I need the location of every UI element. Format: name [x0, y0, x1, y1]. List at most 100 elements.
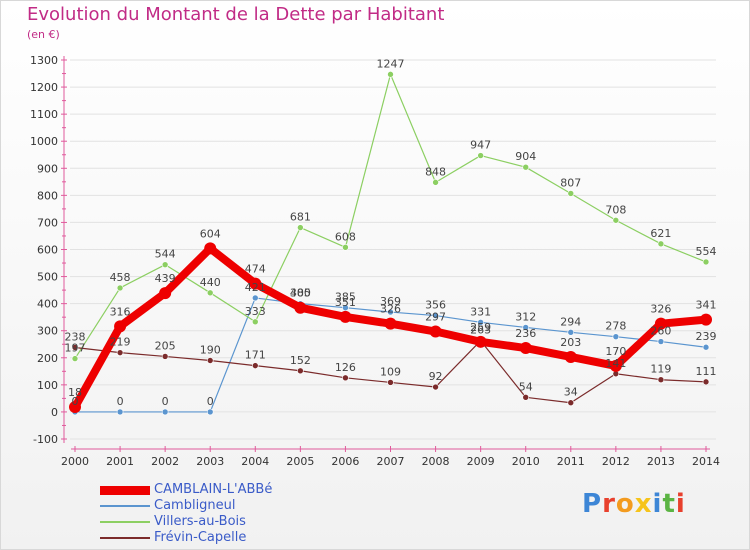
data-point-camblain-l-abb — [204, 242, 217, 255]
data-label-cambligneul: 385 — [335, 291, 356, 304]
data-point-villers-au-bois — [657, 240, 665, 248]
data-label-fr-vin-capelle: 109 — [380, 365, 401, 378]
x-tick-label: 2003 — [196, 455, 224, 468]
data-label-fr-vin-capelle: 171 — [245, 349, 266, 362]
data-label-cambligneul: 312 — [515, 310, 536, 323]
data-point-camblain-l-abb — [114, 320, 127, 333]
data-point-fr-vin-capelle — [432, 383, 439, 391]
data-label-camblain-l-abb: 259 — [470, 321, 491, 334]
data-label-fr-vin-capelle: 54 — [519, 380, 533, 393]
data-point-camblain-l-abb — [519, 342, 532, 355]
y-tick-label: 700 — [37, 216, 58, 229]
legend-swatch — [100, 505, 150, 507]
data-label-fr-vin-capelle: 219 — [110, 336, 131, 349]
brand-logo: Proxiti — [582, 489, 686, 519]
y-tick-label: 900 — [37, 162, 58, 175]
data-label-camblain-l-abb: 326 — [380, 303, 401, 316]
data-label-villers-au-bois: 554 — [696, 245, 717, 258]
data-label-fr-vin-capelle: 34 — [564, 386, 578, 399]
x-tick-label: 2014 — [692, 455, 720, 468]
data-point-camblain-l-abb — [384, 317, 397, 330]
data-point-fr-vin-capelle — [161, 353, 169, 360]
data-point-camblain-l-abb — [700, 313, 712, 326]
data-label-villers-au-bois: 458 — [110, 271, 131, 284]
x-tick-label: 2010 — [512, 455, 540, 468]
data-label-camblain-l-abb: 439 — [155, 272, 176, 285]
data-label-fr-vin-capelle: 119 — [650, 363, 671, 376]
data-point-cambligneul — [387, 308, 394, 316]
data-label-cambligneul: 0 — [117, 395, 124, 408]
data-point-cambligneul — [702, 343, 710, 351]
data-point-villers-au-bois — [161, 261, 169, 268]
data-label-fr-vin-capelle: 263 — [470, 324, 491, 337]
legend-item-camblain-l-abb: CAMBLAIN-L'ABBé — [100, 482, 360, 498]
data-label-villers-au-bois: 848 — [425, 165, 446, 178]
data-point-cambligneul — [567, 329, 575, 336]
data-point-villers-au-bois — [567, 190, 575, 197]
data-point-villers-au-bois — [251, 318, 259, 326]
x-tick-label: 2005 — [286, 455, 314, 468]
data-point-fr-vin-capelle — [522, 394, 530, 401]
data-point-camblain-l-abb — [69, 401, 81, 414]
y-tick-label: 1300 — [30, 54, 58, 67]
x-tick-label: 2012 — [602, 455, 630, 468]
data-point-fr-vin-capelle — [251, 362, 259, 369]
data-label-villers-au-bois: 440 — [200, 276, 221, 289]
series-group — [69, 71, 712, 416]
data-point-villers-au-bois — [522, 163, 530, 171]
legend-item-fr-vin-capelle: Frévin-Capelle — [100, 530, 360, 546]
x-tick-label: 2001 — [106, 455, 134, 468]
data-label-fr-vin-capelle: 205 — [155, 339, 176, 352]
data-point-villers-au-bois — [116, 284, 124, 292]
data-point-camblain-l-abb — [339, 310, 352, 323]
data-point-fr-vin-capelle — [297, 367, 304, 375]
data-label-villers-au-bois: 807 — [560, 176, 581, 189]
x-tick-label: 2009 — [467, 455, 495, 468]
y-tick-label: 1200 — [30, 81, 58, 94]
legend-label: CAMBLAIN-L'ABBé — [154, 482, 273, 497]
data-point-cambligneul — [116, 408, 124, 416]
data-point-villers-au-bois — [612, 216, 620, 224]
data-label-cambligneul: 356 — [425, 299, 446, 312]
data-label-cambligneul: 0 — [72, 395, 79, 408]
data-point-camblain-l-abb — [609, 359, 622, 372]
data-point-fr-vin-capelle — [71, 344, 79, 351]
data-point-camblain-l-abb — [474, 335, 487, 348]
data-label-fr-vin-capelle: 92 — [429, 370, 443, 383]
y-tick-label: 0 — [51, 406, 58, 419]
data-label-cambligneul: 400 — [290, 287, 311, 300]
data-label-camblain-l-abb: 474 — [245, 263, 266, 276]
line-chart: -100010020030040050060070080090010001100… — [30, 54, 720, 468]
data-label-villers-au-bois: 1247 — [377, 57, 405, 70]
data-point-villers-au-bois — [297, 224, 304, 231]
data-point-cambligneul — [342, 304, 349, 312]
data-point-fr-vin-capelle — [567, 399, 575, 407]
data-point-villers-au-bois — [387, 71, 394, 78]
data-label-villers-au-bois: 608 — [335, 230, 356, 243]
data-point-camblain-l-abb — [429, 325, 442, 338]
y-tick-label: -100 — [33, 433, 58, 446]
x-tick-label: 2004 — [241, 455, 269, 468]
data-label-camblain-l-abb: 385 — [290, 287, 311, 300]
y-tick-label: 800 — [37, 189, 58, 202]
data-point-villers-au-bois — [342, 244, 349, 251]
y-tick-label: 300 — [37, 325, 58, 338]
data-label-cambligneul: 421 — [245, 281, 266, 294]
data-label-fr-vin-capelle: 190 — [200, 343, 221, 356]
data-label-villers-au-bois: 708 — [605, 203, 626, 216]
data-label-camblain-l-abb: 326 — [650, 303, 671, 316]
axes: -100010020030040050060070080090010001100… — [30, 54, 720, 468]
data-label-cambligneul: 239 — [696, 330, 717, 343]
legend-swatch — [100, 537, 150, 539]
data-point-cambligneul — [522, 324, 530, 331]
data-label-fr-vin-capelle: 238 — [65, 330, 86, 343]
y-tick-label: 500 — [37, 271, 58, 284]
data-label-camblain-l-abb: 316 — [110, 305, 131, 318]
data-label-fr-vin-capelle: 141 — [605, 357, 626, 370]
legend-item-villers-au-bois: Villers-au-Bois — [100, 514, 360, 530]
data-label-camblain-l-abb: 203 — [560, 336, 581, 349]
data-point-villers-au-bois — [432, 179, 439, 186]
data-label-villers-au-bois: 333 — [245, 305, 266, 318]
data-point-villers-au-bois — [71, 355, 79, 362]
